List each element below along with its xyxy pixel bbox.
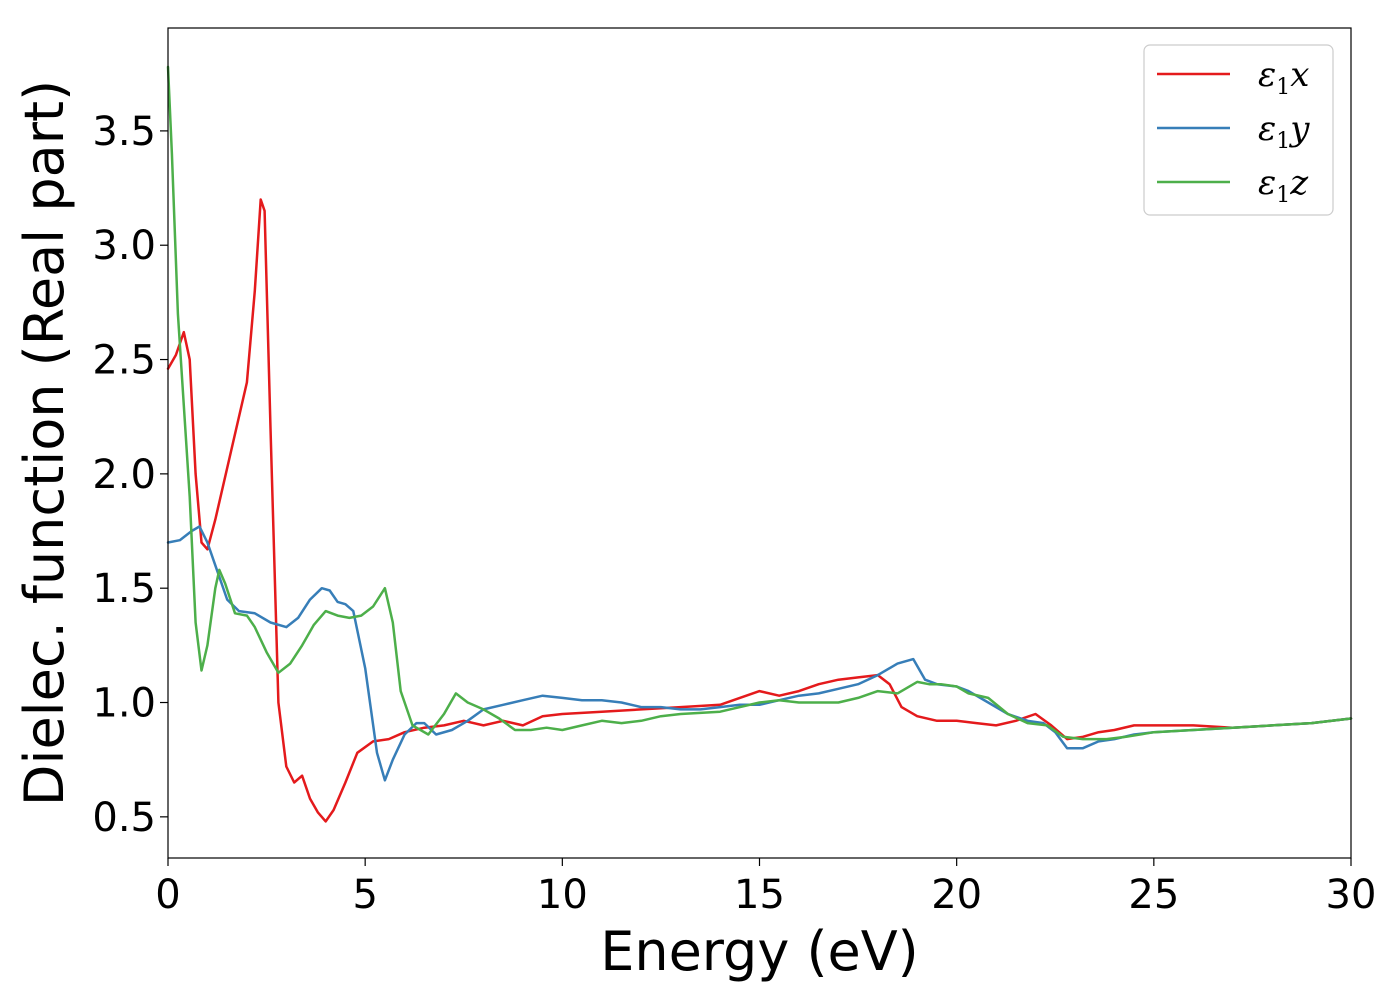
series-line-z: [166, 65, 1353, 741]
legend-label-x: ε1x: [1258, 55, 1309, 100]
y-tick-label: 3.5: [92, 109, 156, 155]
x-tick-label: 10: [537, 872, 588, 918]
legend-label-z: ε1z: [1258, 163, 1309, 208]
y-tick-label: 2.5: [92, 338, 156, 384]
x-tick-label: 20: [931, 872, 982, 918]
x-axis-label: Energy (eV): [600, 920, 919, 983]
y-tick-label: 3.0: [92, 223, 156, 269]
y-tick-label: 2.0: [92, 452, 156, 498]
y-tick-label: 1.0: [92, 681, 156, 727]
y-tick-label: 1.5: [92, 566, 156, 612]
x-tick-label: 25: [1128, 872, 1179, 918]
series-group: [166, 65, 1353, 823]
legend-label-y: ε1y: [1258, 109, 1310, 154]
legend: ε1x ε1y ε1z: [1143, 44, 1334, 216]
x-tick-label: 5: [352, 872, 377, 918]
y-tick-label: 0.5: [92, 795, 156, 841]
x-tick-label: 30: [1326, 872, 1377, 918]
x-tick-label: 0: [155, 872, 180, 918]
x-tick-label: 15: [734, 872, 785, 918]
y-axis-label: Dielec. function (Real part): [13, 80, 76, 806]
legend-box: [1143, 44, 1334, 216]
x-axis-ticks: 0 5 10 15 20 25 30: [155, 858, 1376, 918]
y-axis-ticks: 0.5 1.0 1.5 2.0 2.5 3.0 3.5: [92, 109, 168, 841]
